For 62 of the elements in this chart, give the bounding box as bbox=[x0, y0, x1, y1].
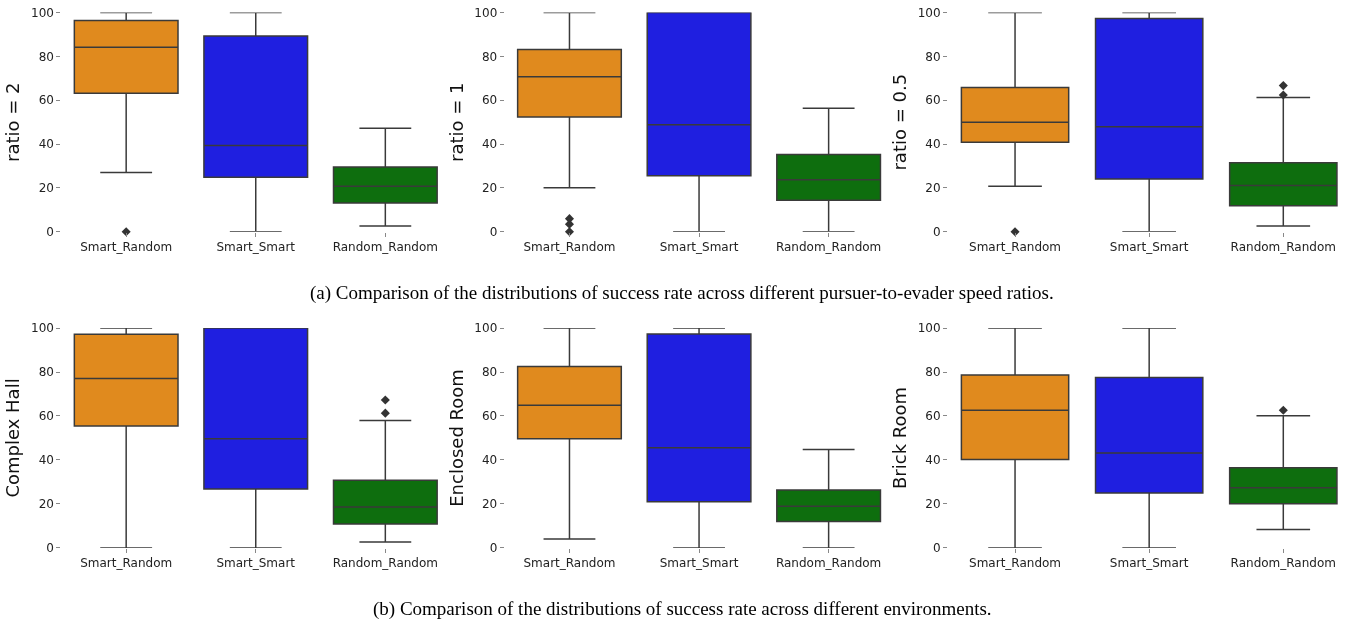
y-tick-label: 40 bbox=[925, 137, 941, 152]
y-axis-title: Enclosed Room bbox=[445, 369, 467, 507]
x-tick-label: Random_Random bbox=[1230, 240, 1336, 255]
y-tick-label: 0 bbox=[932, 225, 941, 239]
y-tick-label: 20 bbox=[925, 497, 941, 512]
y-tick-label: 100 bbox=[31, 321, 54, 336]
x-tick-label: Random_Random bbox=[775, 556, 882, 571]
x-tick-label: Smart_Random bbox=[523, 240, 616, 255]
y-tick-label: 20 bbox=[482, 497, 498, 512]
y-tick-label: 40 bbox=[38, 137, 54, 152]
y-tick-label: 60 bbox=[38, 409, 54, 424]
x-tick-label: Smart_Random bbox=[523, 556, 616, 571]
y-axis-title: ratio = 1 bbox=[445, 82, 467, 162]
y-tick-label: 20 bbox=[482, 181, 498, 196]
y-tick-label: 80 bbox=[925, 365, 941, 380]
y-tick-label: 100 bbox=[474, 5, 498, 20]
x-tick-label: Random_Random bbox=[775, 240, 882, 255]
y-axis-title: Complex Hall bbox=[2, 378, 24, 498]
y-tick-label: 100 bbox=[474, 321, 498, 336]
y-tick-label: 60 bbox=[925, 409, 941, 424]
x-tick-label: Smart_Random bbox=[80, 240, 173, 255]
y-tick-label: 80 bbox=[482, 365, 498, 380]
y-tick-label: 20 bbox=[925, 181, 941, 196]
y-tick-label: 20 bbox=[38, 181, 54, 196]
x-tick-label: Smart_Smart bbox=[216, 556, 296, 571]
y-tick-label: 60 bbox=[482, 409, 498, 424]
y-tick-label: 100 bbox=[31, 5, 54, 20]
x-tick-label: Smart_Smart bbox=[659, 556, 739, 571]
x-tick-label: Smart_Smart bbox=[659, 240, 739, 255]
y-axis-title: ratio = 2 bbox=[2, 82, 24, 162]
x-tick-label: Random_Random bbox=[332, 556, 439, 571]
y-tick-label: 0 bbox=[46, 225, 54, 239]
y-axis-title: ratio = 0.5 bbox=[888, 73, 910, 171]
y-tick-label: 60 bbox=[925, 93, 941, 108]
text: (b) Comparison of the distributions of success rate across different environments. bbox=[373, 598, 992, 620]
y-axis-title: Brick Room bbox=[888, 386, 910, 490]
y-tick-label: 40 bbox=[482, 137, 498, 152]
y-tick-label: 0 bbox=[46, 541, 54, 556]
y-tick-label: 60 bbox=[482, 93, 498, 108]
x-tick-label: Random_Random bbox=[332, 240, 439, 255]
y-tick-label: 100 bbox=[917, 321, 941, 336]
y-tick-label: 40 bbox=[925, 453, 941, 468]
x-tick-label: Smart_Random bbox=[969, 556, 1062, 571]
x-tick-label: Smart_Random bbox=[80, 556, 173, 571]
y-tick-label: 0 bbox=[932, 541, 941, 556]
y-tick-label: 80 bbox=[38, 49, 54, 64]
text: (a) Comparison of the distributions of success rate across different pursuer-to-evader speed ratios. bbox=[310, 282, 1054, 304]
y-tick-label: 0 bbox=[489, 225, 498, 239]
y-tick-label: 40 bbox=[38, 453, 54, 468]
y-tick-label: 0 bbox=[489, 541, 498, 556]
y-tick-label: 20 bbox=[38, 497, 54, 512]
y-tick-label: 40 bbox=[482, 453, 498, 468]
y-tick-label: 80 bbox=[38, 365, 54, 380]
x-tick-label: Random_Random bbox=[1230, 556, 1336, 571]
x-tick-label: Smart_Random bbox=[969, 240, 1062, 255]
y-tick-label: 100 bbox=[917, 5, 941, 20]
x-tick-label: Smart_Smart bbox=[1109, 556, 1189, 571]
y-tick-label: 60 bbox=[38, 93, 54, 108]
y-tick-label: 80 bbox=[482, 49, 498, 64]
y-tick-label: 80 bbox=[925, 49, 941, 64]
x-tick-label: Smart_Smart bbox=[216, 240, 296, 255]
x-tick-label: Smart_Smart bbox=[1109, 240, 1189, 255]
